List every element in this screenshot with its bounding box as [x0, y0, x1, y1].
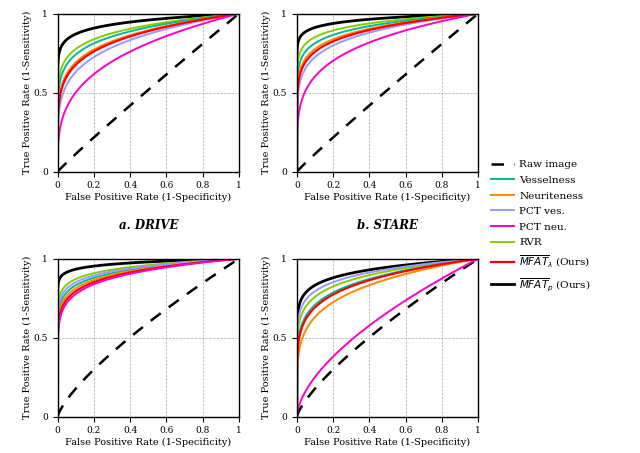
Y-axis label: True Positive Rate (1-Sensitivity): True Positive Rate (1-Sensitivity): [262, 11, 271, 174]
Y-axis label: True Positive Rate (1-Sensitivity): True Positive Rate (1-Sensitivity): [262, 256, 271, 419]
X-axis label: False Positive Rate (1-Specificity): False Positive Rate (1-Specificity): [305, 193, 470, 202]
Text: a. DRIVE: a. DRIVE: [118, 219, 178, 232]
X-axis label: False Positive Rate (1-Specificity): False Positive Rate (1-Specificity): [65, 193, 231, 202]
Y-axis label: True Positive Rate (1-Sensitivity): True Positive Rate (1-Sensitivity): [23, 11, 32, 174]
X-axis label: False Positive Rate (1-Specificity): False Positive Rate (1-Specificity): [65, 438, 231, 448]
X-axis label: False Positive Rate (1-Specificity): False Positive Rate (1-Specificity): [305, 438, 470, 448]
Legend: Raw image, Vesselness, Neuriteness, PCT ves., PCT neu., RVR, $\overline{MFAT}_\l: Raw image, Vesselness, Neuriteness, PCT …: [491, 160, 591, 293]
Text: b. STARE: b. STARE: [357, 219, 418, 232]
Y-axis label: True Positive Rate (1-Sensitivity): True Positive Rate (1-Sensitivity): [23, 256, 32, 419]
